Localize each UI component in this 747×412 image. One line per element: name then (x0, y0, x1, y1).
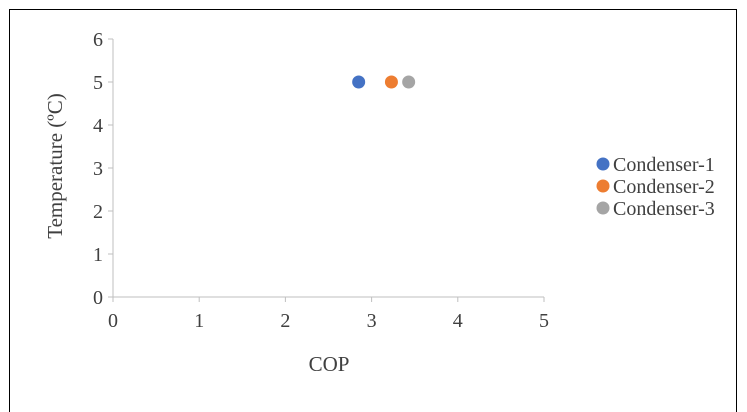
y-tick-label: 5 (93, 72, 103, 94)
legend-marker-3 (596, 201, 610, 215)
legend-label-3: Condenser-3 (613, 198, 715, 220)
y-axis-label: Temperature (ºC) (43, 93, 67, 239)
legend-label-2: Condenser-2 (613, 176, 715, 198)
y-tick-label: 3 (93, 158, 103, 180)
y-tick-label: 2 (93, 201, 103, 223)
data-point-3 (402, 75, 416, 89)
x-tick-label: 1 (194, 310, 204, 332)
legend-marker-2 (596, 179, 610, 193)
y-tick-label: 1 (93, 244, 103, 266)
x-tick-label: 2 (280, 310, 290, 332)
x-tick-label: 0 (108, 310, 118, 332)
legend-marker-1 (596, 157, 610, 171)
x-tick-label: 5 (539, 310, 549, 332)
scatter-chart: 0 1 2 3 4 5 6 0 1 2 3 4 5 COP Temperature (ºC) Conde… (43, 29, 715, 376)
y-tick-label: 6 (93, 29, 103, 51)
x-axis-label: COP (309, 352, 350, 376)
x-tick-label: 4 (453, 310, 463, 332)
axes: 0 1 2 3 4 5 6 0 1 2 3 4 5 (93, 29, 549, 332)
data-point-1 (352, 75, 366, 89)
x-tick-label: 3 (367, 310, 377, 332)
chart-frame (9, 9, 737, 412)
data-points (352, 75, 416, 89)
legend-label-1: Condenser-1 (613, 154, 715, 176)
data-point-2 (384, 75, 398, 89)
y-tick-label: 4 (93, 115, 103, 137)
y-tick-label: 0 (93, 287, 103, 309)
